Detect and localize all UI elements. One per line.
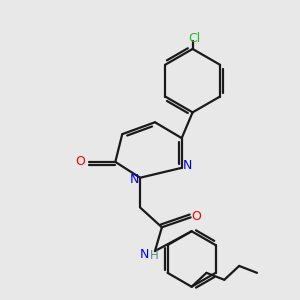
Text: N: N [130, 173, 139, 186]
Text: N: N [183, 159, 192, 172]
Text: O: O [192, 210, 202, 223]
Text: N: N [140, 248, 149, 260]
Text: O: O [76, 155, 85, 168]
Text: Cl: Cl [188, 32, 201, 44]
Text: H: H [150, 248, 158, 262]
